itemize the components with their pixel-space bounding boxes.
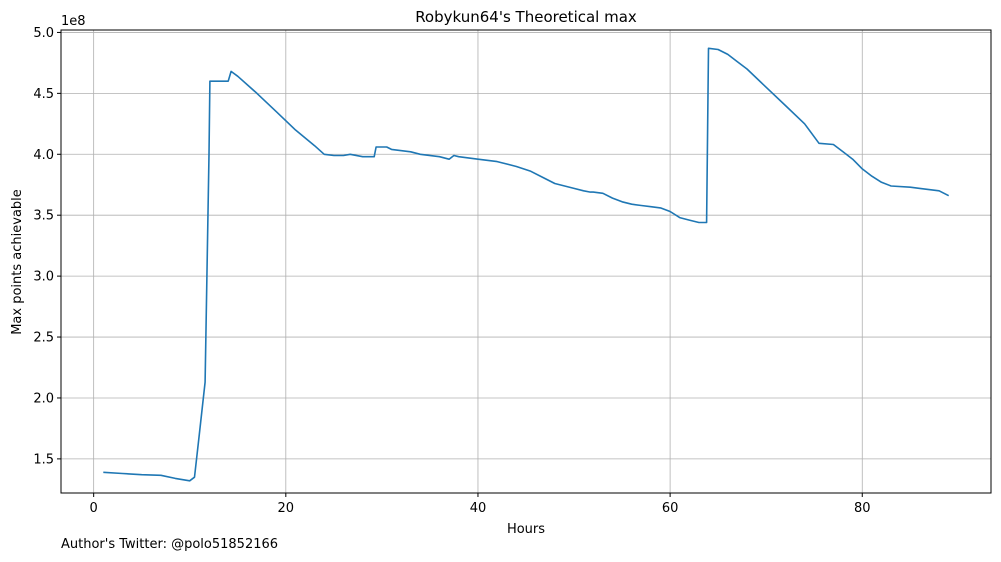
y-tick-label: 2.0 [33, 391, 54, 406]
x-tick-label: 80 [854, 501, 871, 516]
y-axis-label: Max points achievable [10, 189, 25, 335]
grid [61, 30, 991, 493]
y-offset-label: 1e8 [61, 14, 86, 29]
x-tick-label: 0 [90, 501, 98, 516]
ticks: 0 20 40 60 80 1.5 2.0 2.5 3.0 3.5 4.0 4.5 5.0 [33, 26, 870, 516]
x-tick-label: 40 [470, 501, 487, 516]
chart-title: Robykun64's Theoretical max [415, 8, 637, 26]
y-tick-label: 5.0 [33, 26, 54, 41]
author-credit: Author's Twitter: @polo51852166 [61, 537, 279, 552]
series-layer [103, 47, 950, 482]
x-tick-label: 20 [278, 501, 295, 516]
y-tick-label: 3.0 [33, 270, 54, 285]
x-tick-label: 60 [662, 501, 679, 516]
y-tick-label: 4.5 [33, 87, 54, 102]
y-tick-label: 3.5 [33, 209, 54, 224]
y-tick-label: 1.5 [33, 452, 54, 467]
plot-frame [60, 29, 992, 494]
series-line [103, 47, 950, 482]
y-tick-label: 4.0 [33, 148, 54, 163]
x-axis-label: Hours [507, 522, 545, 537]
y-tick-label: 2.5 [33, 331, 54, 346]
